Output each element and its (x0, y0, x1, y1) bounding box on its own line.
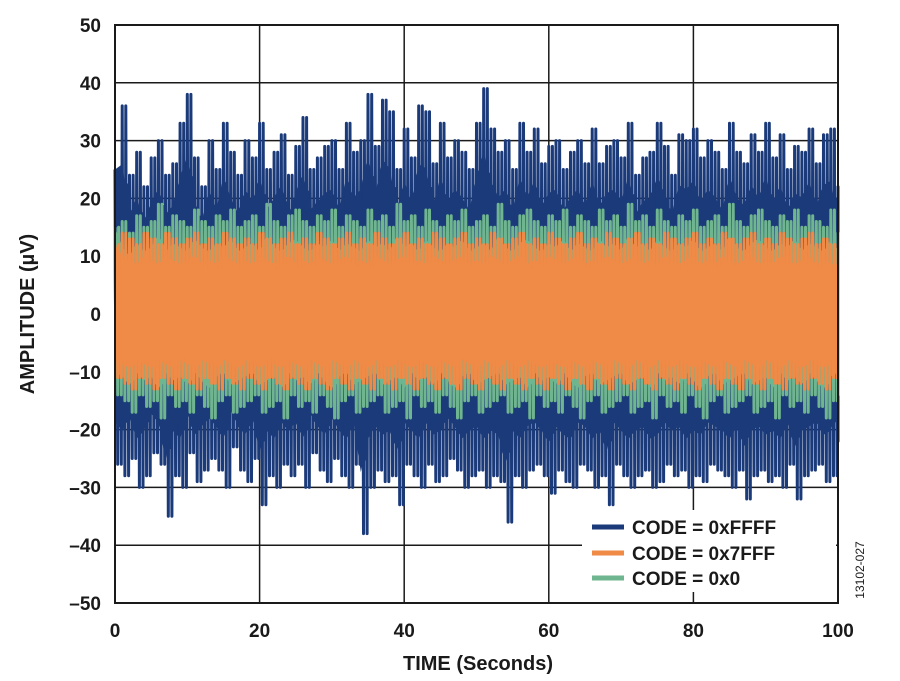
y-tick-label: 40 (80, 74, 101, 95)
plot-area (113, 24, 840, 604)
legend-label-0xffff: CODE = 0xFFFF (632, 518, 776, 539)
legend-background (582, 510, 836, 592)
x-axis-label: TIME (Seconds) (403, 653, 553, 675)
y-tick-label: –10 (69, 363, 101, 384)
legend-label-0x7fff: CODE = 0x7FFF (632, 544, 775, 565)
series-line (113, 231, 840, 391)
x-tick-label: 60 (538, 621, 559, 642)
x-tick-label: 40 (394, 621, 415, 642)
y-tick-label: –50 (69, 594, 101, 615)
x-axis-ticks: 0 20 40 60 80 100 (110, 621, 854, 642)
y-tick-label: 10 (80, 247, 101, 268)
y-tick-label: 50 (80, 16, 101, 37)
y-tick-label: 20 (80, 189, 101, 210)
x-tick-label: 20 (249, 621, 270, 642)
y-axis-label: AMPLITUDE (µV) (17, 234, 39, 394)
x-tick-label: 0 (110, 621, 121, 642)
y-tick-label: 0 (90, 305, 101, 326)
x-tick-label: 80 (683, 621, 704, 642)
plot-frame (114, 24, 839, 604)
y-tick-label: –20 (69, 421, 101, 442)
y-tick-label: 30 (80, 132, 101, 153)
x-tick-label: 100 (822, 621, 854, 642)
y-tick-label: –40 (69, 536, 101, 557)
y-tick-label: –30 (69, 478, 101, 499)
legend-label-0x0: CODE = 0x0 (632, 569, 740, 590)
figure-id: 13102-027 (853, 541, 867, 599)
legend: CODE = 0xFFFF CODE = 0x7FFF CODE = 0x0 (582, 510, 836, 592)
series-layer (113, 87, 840, 536)
y-axis-ticks: 50 40 30 20 10 0 –10 –20 –30 –40 –50 (69, 16, 101, 615)
